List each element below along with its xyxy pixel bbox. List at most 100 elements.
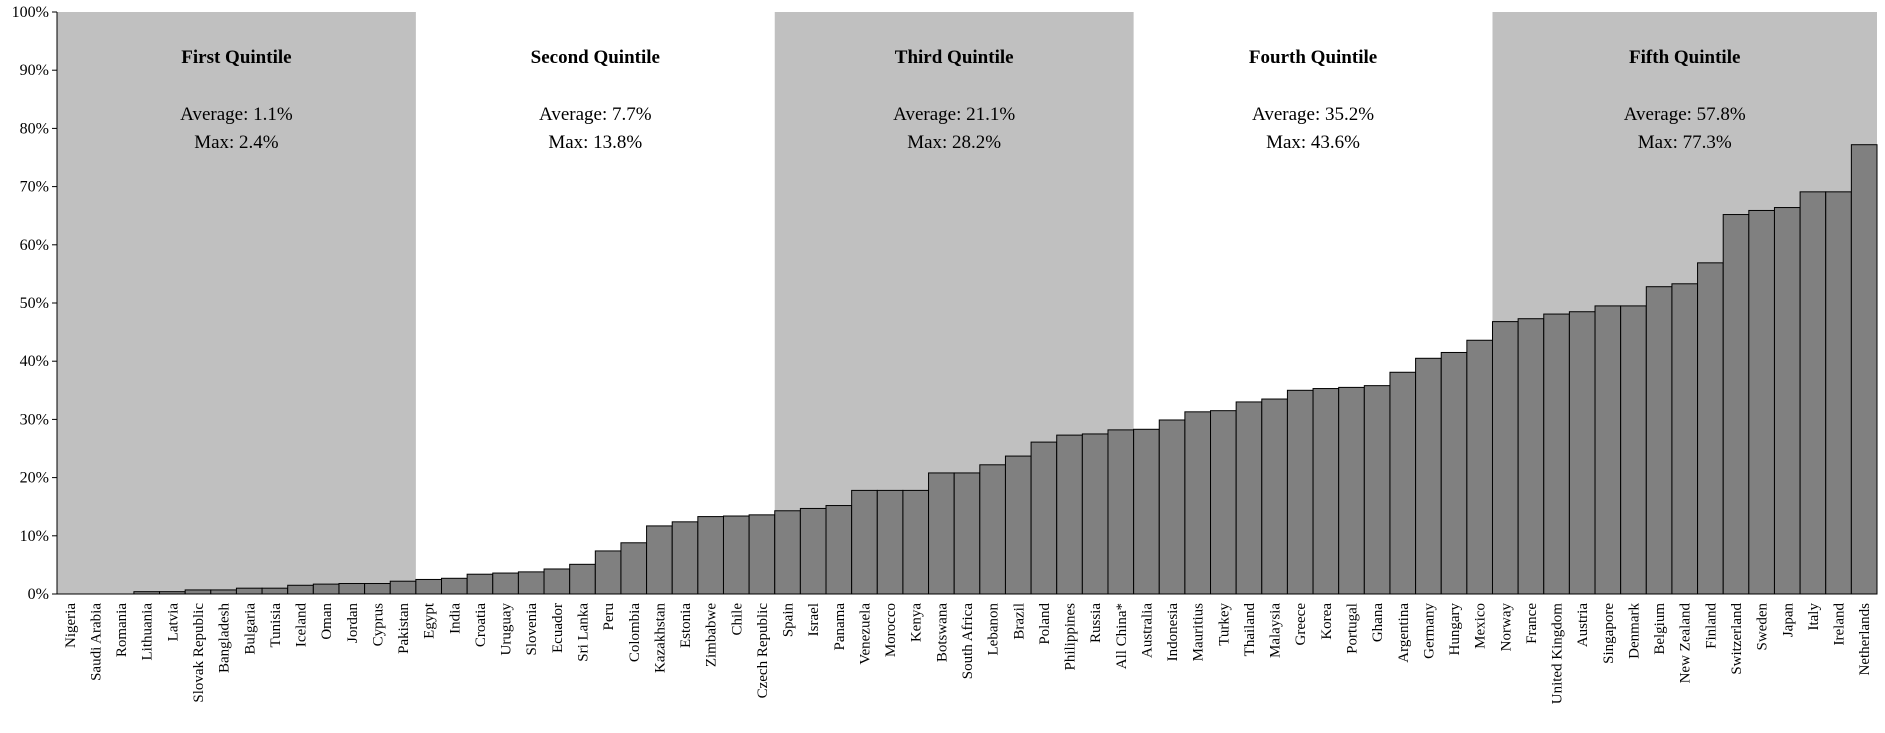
x-category-label: Pakistan [396, 603, 412, 654]
quintile-max-1: Max: 2.4% [194, 132, 279, 153]
x-category-label: Indonesia [1165, 603, 1181, 662]
y-tick-label: 90% [20, 62, 49, 79]
x-category-label: Singapore [1601, 603, 1617, 664]
bar [1697, 262, 1724, 595]
x-category-label: Kazakhstan [652, 603, 668, 673]
bar [1286, 389, 1314, 595]
x-category-label: Nigeria [63, 603, 79, 648]
bar [1312, 388, 1340, 595]
bar [312, 583, 340, 595]
bar [825, 505, 853, 595]
x-category-label: Poland [1037, 603, 1053, 645]
bar [1799, 191, 1827, 595]
y-tick-label: 30% [20, 411, 49, 428]
x-category-label: Netherlands [1857, 603, 1873, 676]
quintile-max-2: Max: 13.8% [548, 132, 642, 153]
y-tick-label: 40% [20, 353, 49, 370]
quintile-average-5: Average: 57.8% [1624, 104, 1746, 125]
x-category-label: Mauritius [1191, 603, 1207, 661]
x-category-label: Czech Republic [755, 603, 771, 699]
x-category-label: Turkey [1216, 603, 1232, 646]
bar [1081, 433, 1109, 595]
y-tick-label: 50% [20, 295, 49, 312]
bar [441, 577, 468, 595]
quintile-max-4: Max: 43.6% [1266, 132, 1360, 153]
bar [799, 507, 827, 595]
x-category-label: Slovak Republic [191, 603, 207, 703]
bar [1338, 386, 1365, 595]
bar [1645, 286, 1673, 595]
x-category-label: Iceland [294, 603, 310, 648]
y-tick-label: 0% [28, 586, 49, 603]
x-category-label: South Africa [960, 603, 976, 680]
x-category-label: Saudi Arabia [88, 603, 104, 681]
x-category-label: United Kingdom [1550, 603, 1566, 705]
x-category-label: India [447, 603, 463, 634]
bar [928, 472, 955, 595]
bar [1620, 305, 1647, 595]
bar [1491, 321, 1519, 595]
bar [1415, 357, 1442, 595]
bar [1184, 411, 1212, 595]
x-category-label: Australia [1139, 603, 1155, 658]
bar [287, 584, 314, 595]
bar [389, 580, 417, 595]
x-category-label: Switzerland [1729, 603, 1745, 675]
y-tick-labels: 0% 10% 20% 30% 40% 50% 60% 70% 80% 90% 100% [12, 4, 49, 603]
quintile-band-1 [57, 12, 416, 594]
bar [492, 572, 519, 595]
bar [774, 510, 801, 595]
bar [235, 587, 263, 595]
quintile-title-2: Second Quintile [531, 47, 660, 68]
bar [184, 589, 212, 595]
x-category-label: Romania [114, 603, 130, 657]
bar [646, 525, 673, 595]
bar [1543, 313, 1570, 595]
x-category-label: Ireland [1832, 603, 1848, 646]
bar [697, 516, 724, 595]
bar [1235, 401, 1263, 595]
x-category-label: France [1524, 603, 1540, 644]
x-category-label: Portugal [1345, 603, 1361, 654]
x-category-label: Japan [1780, 603, 1796, 638]
bar [1056, 434, 1083, 595]
x-category-label: Lithuania [140, 603, 156, 661]
quintile-title-3: Third Quintile [895, 47, 1014, 68]
bar [338, 583, 366, 595]
quintile-average-3: Average: 21.1% [893, 104, 1015, 125]
bar [902, 489, 930, 595]
y-tick-label: 100% [12, 4, 49, 21]
bar [364, 583, 391, 595]
y-tick-label: 80% [20, 120, 49, 137]
x-category-label: Finland [1703, 603, 1719, 649]
x-category-label: Thailand [1242, 603, 1258, 657]
bar [594, 550, 622, 595]
y-tick-label: 10% [20, 528, 49, 545]
bar [1030, 441, 1058, 595]
x-category-label: Belgium [1652, 603, 1668, 655]
x-category-label: Latvia [165, 603, 181, 642]
bar [1722, 214, 1750, 595]
x-category-label: Ecuador [550, 603, 566, 653]
bar [210, 589, 237, 595]
x-category-label: Lebanon [986, 603, 1002, 656]
x-category-label: Colombia [627, 603, 643, 663]
x-category-label: Hungary [1447, 603, 1463, 656]
bar [1850, 144, 1878, 595]
bar [1133, 428, 1160, 595]
x-category-label: Uruguay [499, 603, 515, 656]
x-category-label: Bulgaria [242, 603, 258, 655]
bar [261, 587, 289, 595]
x-category-label: Panama [832, 603, 848, 651]
x-category-label: Spain [781, 603, 797, 638]
x-category-label: Brazil [1011, 603, 1027, 640]
quintile-average-4: Average: 35.2% [1252, 104, 1374, 125]
bar [1210, 410, 1237, 595]
x-category-label: Chile [729, 603, 745, 636]
bar [1517, 318, 1545, 595]
x-category-label: Zimbabwe [704, 603, 720, 667]
x-category-label: Kenya [909, 603, 925, 642]
x-category-label: Argentina [1396, 603, 1412, 663]
bar [1440, 351, 1468, 595]
quintile-average-1: Average: 1.1% [180, 104, 293, 125]
